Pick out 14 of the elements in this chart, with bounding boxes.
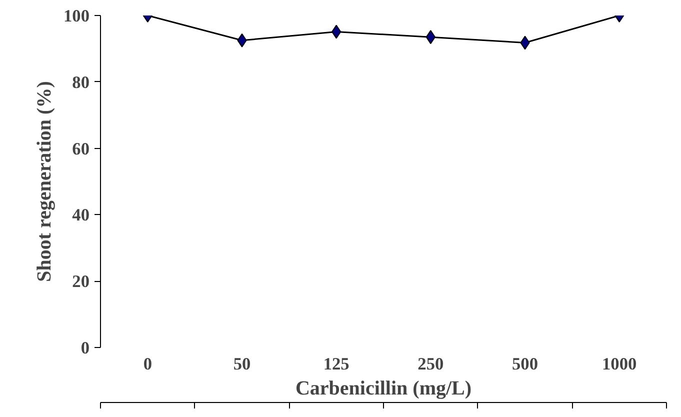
x-tick-label: 500 [512,354,538,374]
x-tick-label: 50 [233,354,251,374]
y-tick-label: 20 [72,272,90,292]
y-tick-label: 100 [64,6,90,26]
y-tick-label: 40 [72,206,90,225]
x-tick-label: 125 [323,354,350,374]
y-tick-label: 80 [72,72,90,92]
y-tick-label: 60 [72,139,90,158]
y-axis-title: Shoot regeneration (%) [34,81,56,282]
y-tick-label: 0 [80,338,90,358]
x-tick-label: 0 [143,354,152,374]
x-tick-label: 250 [418,354,444,374]
x-axis-title: Carbenicillin (mg/L) [295,378,472,400]
x-tick-label: 1000 [602,354,637,374]
